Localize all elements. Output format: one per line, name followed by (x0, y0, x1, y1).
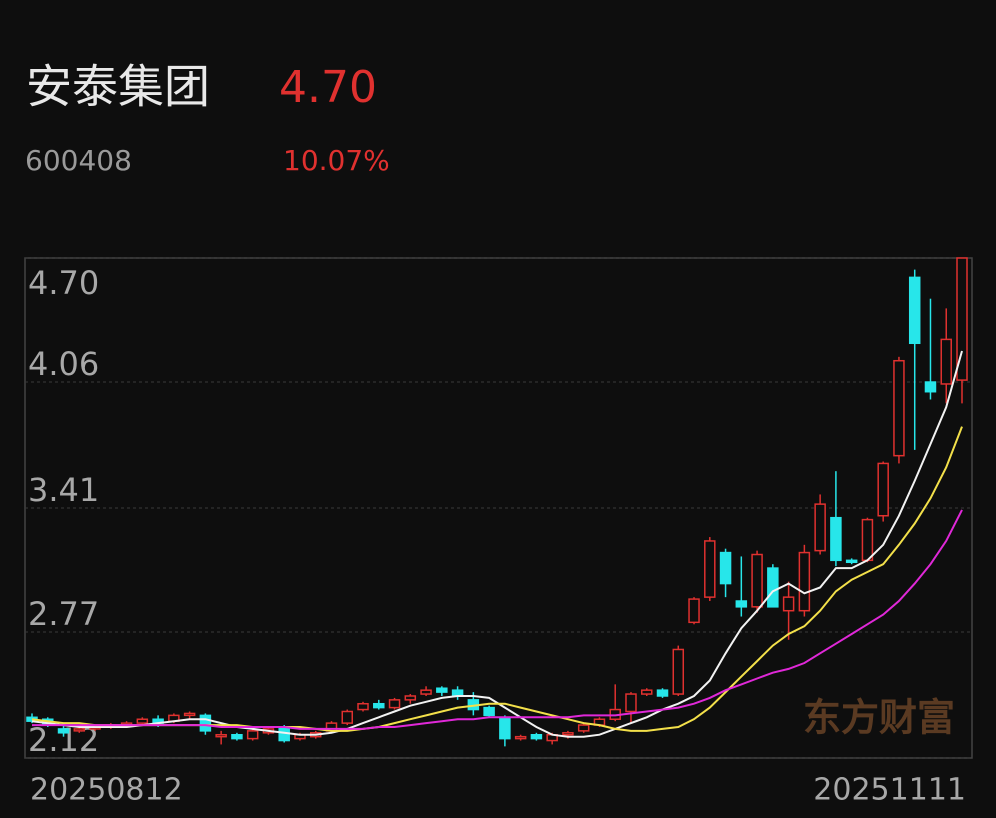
candle-body (672, 648, 685, 695)
x-tick-label: 20251111 (813, 773, 966, 808)
candle-body (514, 735, 527, 740)
candle-body (231, 733, 243, 740)
candle-body (861, 518, 874, 562)
x-tick-label: 20250812 (30, 773, 183, 808)
candle-body (388, 699, 401, 709)
candle-body (908, 276, 921, 345)
candle-body (246, 730, 259, 740)
candle-body (735, 600, 748, 608)
candle-body (73, 728, 86, 732)
candle-body (577, 724, 590, 732)
candle-body (640, 689, 653, 695)
candle-body (782, 596, 795, 612)
candle-body (767, 567, 779, 608)
candle-body (625, 693, 637, 713)
candle-body (830, 516, 842, 562)
candle-body (499, 716, 511, 740)
candle-body (199, 714, 212, 732)
candle-body (798, 551, 811, 612)
candle-body (341, 710, 354, 724)
candle-body (877, 462, 889, 517)
candle-body (373, 702, 385, 709)
y-tick-label: 4.06 (28, 345, 99, 383)
candle-body (940, 338, 952, 385)
candle-body (483, 706, 495, 717)
candle-body (215, 733, 227, 738)
candle-body (530, 733, 543, 740)
y-tick-label: 4.70 (28, 264, 99, 302)
watermark: 东方财富 (803, 696, 955, 740)
moving-average-line (32, 509, 963, 730)
y-tick-label: 2.77 (28, 595, 99, 633)
price-change: 10.07% (283, 144, 390, 177)
candle-body (719, 551, 732, 585)
candle-body (704, 540, 716, 598)
candle-body (183, 712, 196, 717)
candle-body (436, 687, 448, 693)
candle-body (136, 718, 149, 724)
candle-body (751, 553, 763, 608)
candle-body (924, 381, 937, 393)
candle-body (404, 695, 417, 701)
candle-body (814, 503, 826, 552)
candle-body (420, 689, 432, 695)
candle-body (893, 359, 905, 457)
candle-body (562, 732, 574, 736)
stock-name: 安泰集团 (26, 60, 210, 114)
candle-body (845, 559, 858, 564)
candle-body (956, 257, 968, 381)
stock-code: 600408 (25, 144, 132, 177)
candle-body (57, 728, 70, 734)
candle-body (688, 598, 700, 624)
stock-price: 4.70 (279, 62, 377, 113)
moving-average-line (31, 426, 963, 732)
y-tick-label: 3.41 (28, 471, 99, 509)
candle-body (656, 689, 669, 697)
candle-body (357, 702, 369, 711)
